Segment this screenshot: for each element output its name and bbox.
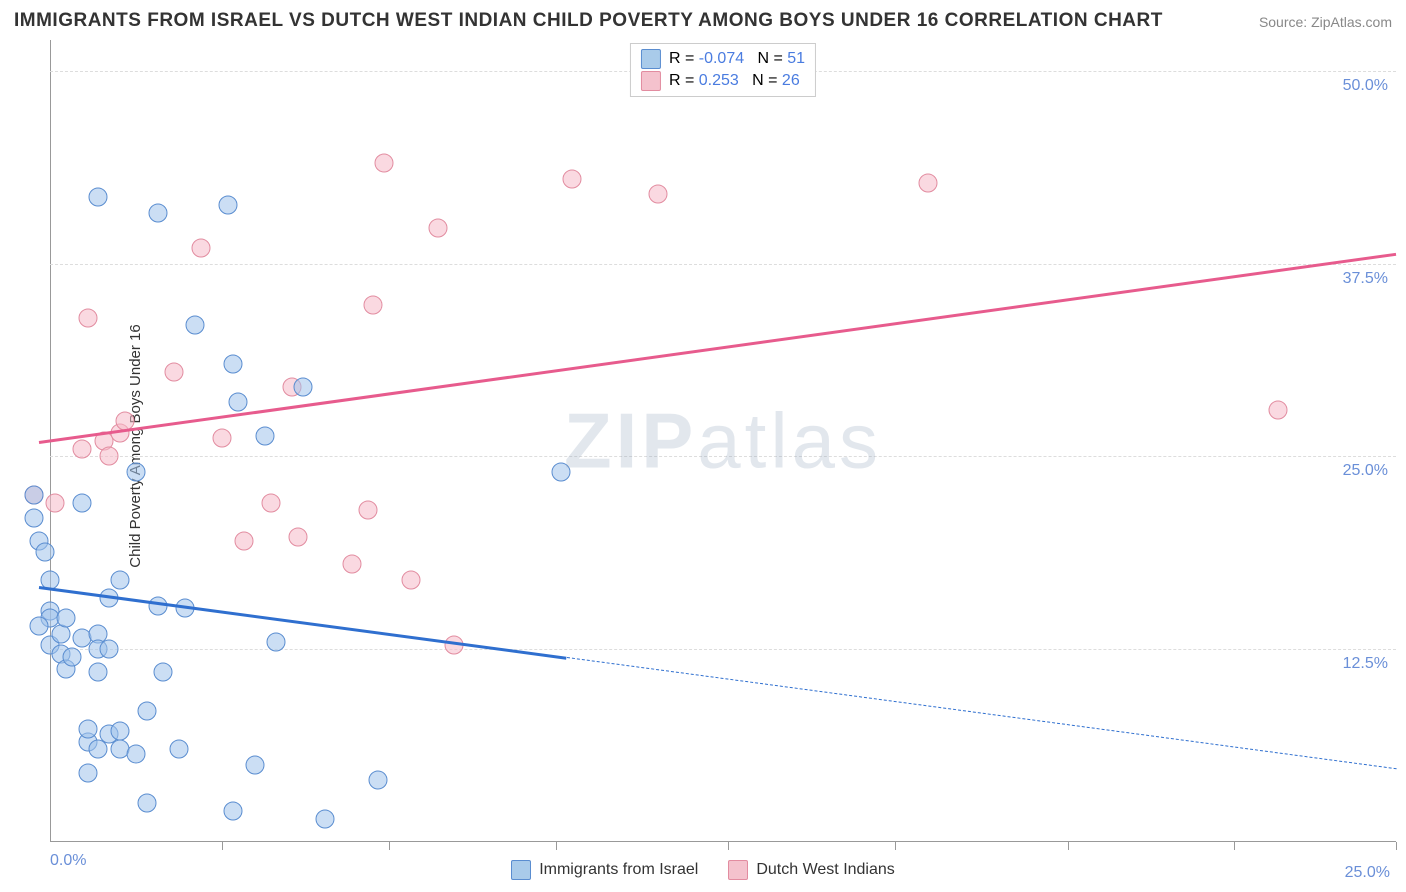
data-point (89, 663, 108, 682)
gridline (50, 649, 1396, 650)
data-point (261, 493, 280, 512)
data-point (30, 617, 49, 636)
data-point (186, 316, 205, 335)
data-point (110, 570, 129, 589)
data-point (170, 740, 189, 759)
data-point (1268, 401, 1287, 420)
data-point (154, 663, 173, 682)
source-attribution: Source: ZipAtlas.com (1259, 14, 1392, 30)
data-point (57, 609, 76, 628)
data-point (224, 802, 243, 821)
x-tick (556, 842, 557, 850)
data-point (78, 763, 97, 782)
data-point (401, 570, 420, 589)
legend-series-label: Dutch West Indians (756, 861, 894, 879)
data-point (245, 755, 264, 774)
x-axis-start-label: 0.0% (50, 852, 86, 870)
x-tick (1234, 842, 1235, 850)
chart-title: IMMIGRANTS FROM ISRAEL VS DUTCH WEST IND… (14, 10, 1163, 32)
data-point (78, 308, 97, 327)
y-tick-label: 50.0% (1343, 77, 1388, 95)
data-point (649, 185, 668, 204)
data-point (137, 794, 156, 813)
y-tick-label: 37.5% (1343, 270, 1388, 288)
data-point (342, 555, 361, 574)
watermark-bold: ZIP (564, 397, 697, 485)
legend-swatch (641, 49, 661, 69)
data-point (164, 362, 183, 381)
gridline (50, 264, 1396, 265)
data-point (288, 527, 307, 546)
data-point (294, 378, 313, 397)
data-point (127, 462, 146, 481)
data-point (918, 174, 937, 193)
x-tick (222, 842, 223, 850)
data-point (100, 640, 119, 659)
data-point (35, 543, 54, 562)
data-point (89, 188, 108, 207)
data-point (229, 393, 248, 412)
x-tick (1396, 842, 1397, 850)
legend-series-item: Immigrants from Israel (511, 860, 698, 880)
legend-correlation-row: R = -0.074 N = 51 (641, 48, 805, 70)
legend-series-item: Dutch West Indians (728, 860, 894, 880)
legend-correlation-box: R = -0.074 N = 51R = 0.253 N = 26 (630, 43, 816, 97)
data-point (137, 701, 156, 720)
data-point (73, 493, 92, 512)
data-point (24, 485, 43, 504)
x-axis-line (50, 841, 1396, 842)
data-point (267, 632, 286, 651)
gridline (50, 456, 1396, 457)
data-point (46, 493, 65, 512)
data-point (218, 196, 237, 215)
legend-correlation-text: R = -0.074 N = 51 (669, 48, 805, 70)
legend-series: Immigrants from Israel Dutch West Indians (0, 860, 1406, 880)
data-point (191, 239, 210, 258)
data-point (552, 462, 571, 481)
data-point (213, 428, 232, 447)
legend-series-label: Immigrants from Israel (539, 861, 698, 879)
y-tick-label: 12.5% (1343, 655, 1388, 673)
data-point (24, 509, 43, 528)
x-tick (728, 842, 729, 850)
data-point (315, 809, 334, 828)
data-point (234, 532, 253, 551)
data-point (428, 219, 447, 238)
x-tick (1068, 842, 1069, 850)
x-tick (895, 842, 896, 850)
y-tick-label: 25.0% (1343, 462, 1388, 480)
data-point (563, 169, 582, 188)
data-point (100, 447, 119, 466)
trend-line (567, 657, 1396, 769)
data-point (364, 296, 383, 315)
data-point (110, 721, 129, 740)
data-point (256, 427, 275, 446)
watermark: ZIPatlas (564, 396, 882, 487)
data-point (148, 203, 167, 222)
data-point (73, 439, 92, 458)
legend-correlation-row: R = 0.253 N = 26 (641, 70, 805, 92)
chart-plot-area: 12.5% 25.0% 37.5% 50.0% ZIPatlas R = -0.074… (50, 40, 1396, 842)
legend-correlation-text: R = 0.253 N = 26 (669, 70, 800, 92)
trend-line (39, 253, 1396, 444)
watermark-light: atlas (697, 397, 882, 485)
data-point (62, 647, 81, 666)
legend-swatch (641, 71, 661, 91)
data-point (224, 354, 243, 373)
x-tick (389, 842, 390, 850)
data-point (148, 597, 167, 616)
data-point (358, 501, 377, 520)
x-axis-end-label: 25.0% (1345, 864, 1390, 882)
legend-swatch (728, 860, 748, 880)
legend-swatch (511, 860, 531, 880)
data-point (374, 154, 393, 173)
data-point (369, 771, 388, 790)
data-point (127, 745, 146, 764)
data-point (78, 720, 97, 739)
